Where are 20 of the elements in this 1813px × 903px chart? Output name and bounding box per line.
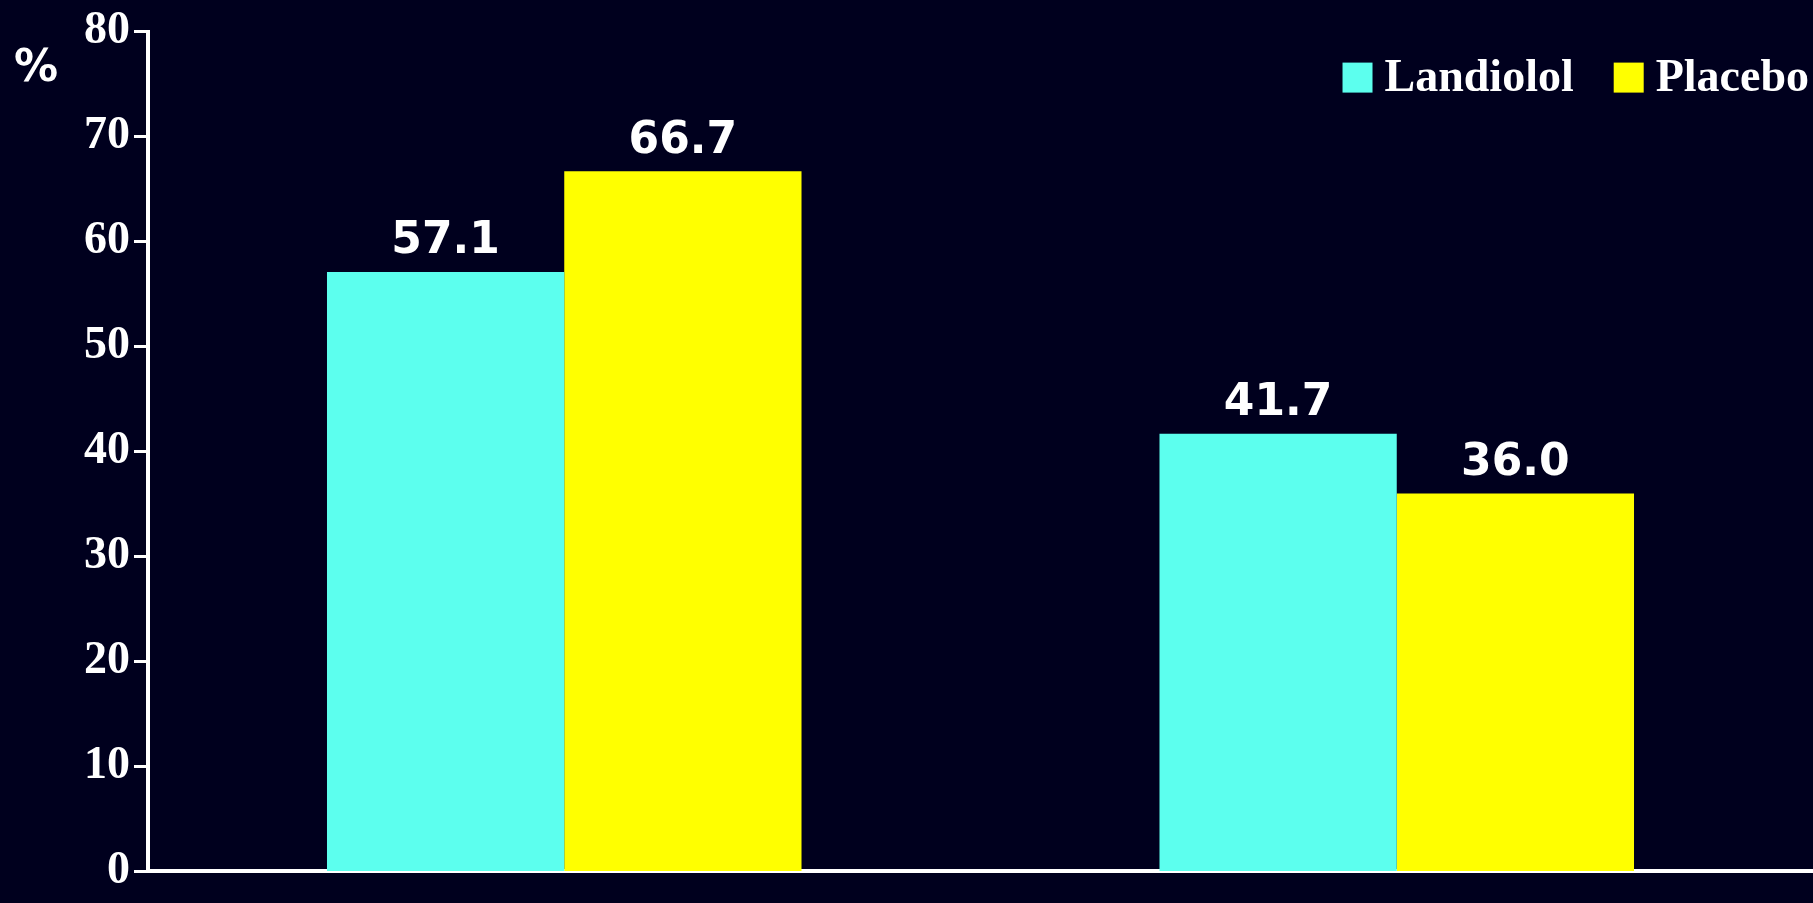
data-label: 57.1 [391, 212, 500, 264]
y-tick-label: 40 [84, 422, 130, 474]
legend-label: Placebo [1655, 50, 1809, 102]
y-tick-label: 20 [84, 632, 130, 684]
legend-label: Landiolol [1384, 50, 1574, 102]
data-label: 41.7 [1223, 374, 1333, 426]
bar [564, 171, 802, 871]
y-tick-label: 80 [84, 2, 130, 54]
data-label: 66.7 [628, 111, 738, 163]
y-tick-label: 60 [84, 212, 130, 264]
data-label: 36.0 [1461, 433, 1570, 485]
bar [1396, 493, 1635, 871]
y-axis-title: % [14, 40, 59, 92]
y-tick-label: 0 [107, 842, 130, 894]
y-tick-label: 10 [84, 737, 130, 789]
y-tick-label: 50 [84, 317, 130, 369]
y-tick-label: 30 [84, 527, 130, 579]
bar [326, 271, 565, 871]
bar [1159, 433, 1397, 871]
y-tick-label: 70 [84, 107, 130, 159]
